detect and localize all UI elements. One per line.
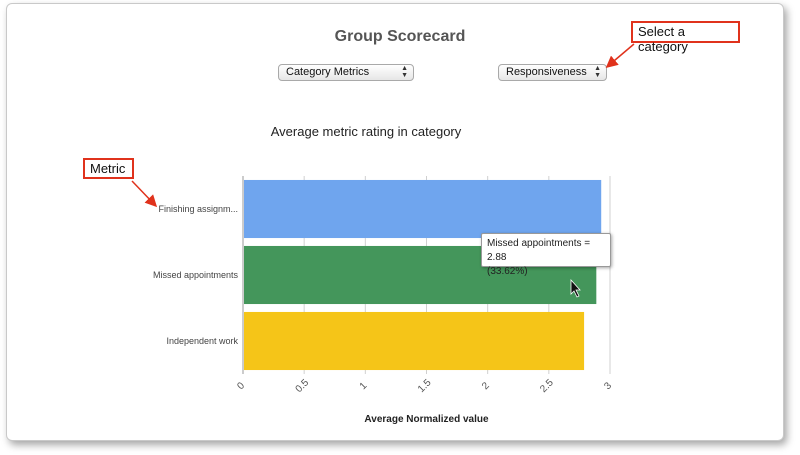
x-tick-label: 2 xyxy=(480,380,492,392)
bar[interactable] xyxy=(244,311,585,371)
x-tick-label: 0 xyxy=(235,380,247,392)
x-tick-label: 1.5 xyxy=(416,377,434,395)
metric-callout-label: Metric xyxy=(90,161,126,176)
bar[interactable] xyxy=(244,179,602,239)
view-select[interactable]: Category Metrics ▲ ▼ xyxy=(278,64,414,81)
category-callout-arrow xyxy=(605,43,635,68)
category-select[interactable]: Responsiveness ▲ ▼ xyxy=(498,64,607,81)
view-select-value: Category Metrics xyxy=(286,66,370,78)
category-select-value: Responsiveness xyxy=(506,66,587,78)
x-tick-label: 2.5 xyxy=(538,377,556,395)
category-callout: Select a category xyxy=(631,21,740,54)
metric-callout-arrow xyxy=(131,180,158,208)
x-tick-label: 3 xyxy=(602,380,614,392)
tooltip-value: Missed appointments = 2.88 xyxy=(487,238,591,263)
chart-title: Average metric rating in category xyxy=(270,124,462,139)
x-tick-label: 0.5 xyxy=(294,377,312,395)
select-arrows-icon: ▲ ▼ xyxy=(401,65,408,79)
metric-callout: Metric xyxy=(83,158,134,179)
page-title: Group Scorecard xyxy=(334,28,466,45)
category-label: Finishing assignm... xyxy=(158,204,238,214)
category-label: Missed appointments xyxy=(153,270,239,280)
x-tick-label: 1 xyxy=(358,380,370,392)
select-arrows-icon: ▲ ▼ xyxy=(594,65,601,79)
bar-tooltip: Missed appointments = 2.88 (33.62%) xyxy=(481,233,611,277)
x-axis-title: Average Normalized value xyxy=(364,414,489,425)
category-callout-label: Select a category xyxy=(638,24,688,54)
category-label: Independent work xyxy=(166,336,238,346)
mouse-cursor-icon xyxy=(570,278,581,298)
tooltip-percent: (33.62%) xyxy=(487,266,528,277)
